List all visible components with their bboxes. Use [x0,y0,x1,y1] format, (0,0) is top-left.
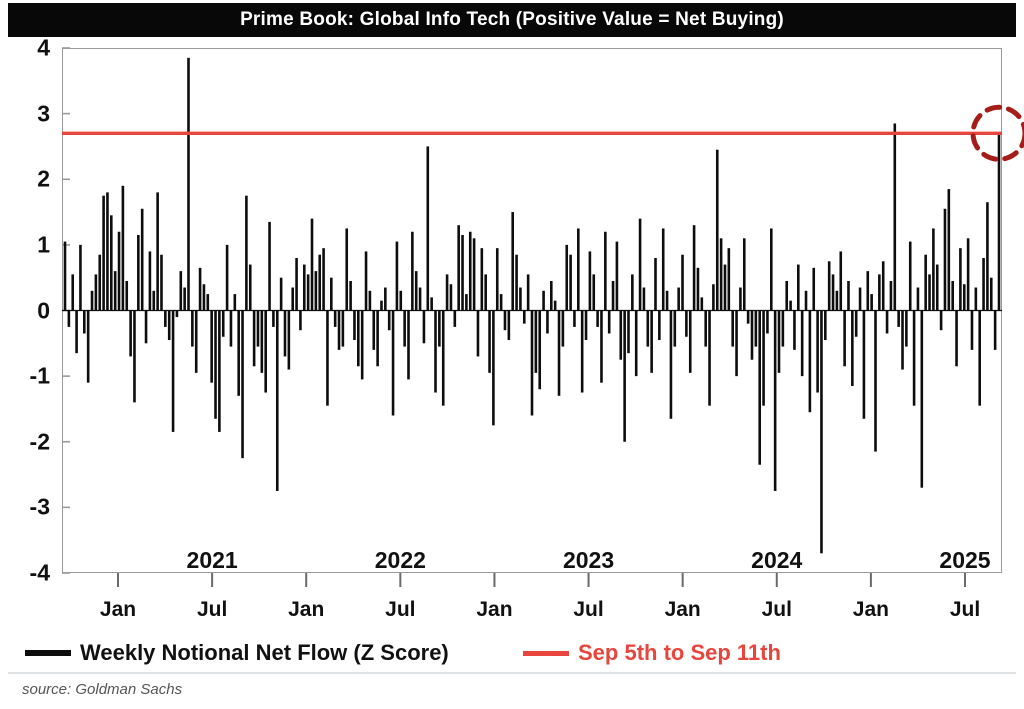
legend-item-threshold: Sep 5th to Sep 11th [523,640,781,666]
x-axis-month-label: Jul [196,598,228,621]
plot-frame [62,48,1002,573]
y-axis-tick-label: -2 [29,428,50,455]
x-axis-year-label: 2021 [186,547,238,573]
y-axis-tick-label: 0 [37,297,50,323]
source-note: source: Goldman Sachs [22,681,183,698]
x-axis-month-label: Jan [664,598,701,621]
legend-swatch-threshold [523,650,569,656]
x-axis-month-label: Jul [949,598,981,621]
x-axis-month-label: Jan [288,598,325,621]
chart-title-bar: Prime Book: Global Info Tech (Positive V… [8,3,1016,37]
y-axis-tick-label: -1 [29,362,50,389]
legend-label-threshold: Sep 5th to Sep 11th [578,640,781,665]
x-axis-year-label: 2022 [374,547,426,573]
x-axis-month-label: Jan [99,598,137,621]
y-axis-tick-label: 3 [37,100,50,127]
legend-divider [8,672,1016,674]
x-axis-month-label: Jan [476,598,513,621]
y-axis-tick-label: 2 [37,165,50,192]
y-axis-labels: 4 3 2 1 0 -1 -2 -3 -4 [0,35,50,586]
legend-label-series: Weekly Notional Net Flow (Z Score) [80,640,449,665]
y-axis-tick-label: -3 [29,493,50,520]
legend-swatch-series [25,650,71,656]
x-axis-year-label: 2025 [939,547,991,573]
x-axis-month-label: Jul [573,598,604,621]
y-axis-tick-label: -4 [29,559,50,586]
x-axis-month-label: Jul [385,598,416,621]
x-axis-month-label: Jan [852,598,889,621]
x-axis-month-label: Jul [761,598,792,621]
x-axis-year-label: 2024 [751,547,803,573]
y-axis-tick-label: 1 [37,231,50,258]
chart-legend: Weekly Notional Net Flow (Z Score) Sep 5… [0,640,1024,674]
y-axis-tick-label: 4 [37,34,50,61]
x-axis-year-label: 2023 [562,547,615,573]
legend-item-series: Weekly Notional Net Flow (Z Score) [25,640,449,666]
page-title: Prime Book: Global Info Tech (Positive V… [240,9,784,30]
